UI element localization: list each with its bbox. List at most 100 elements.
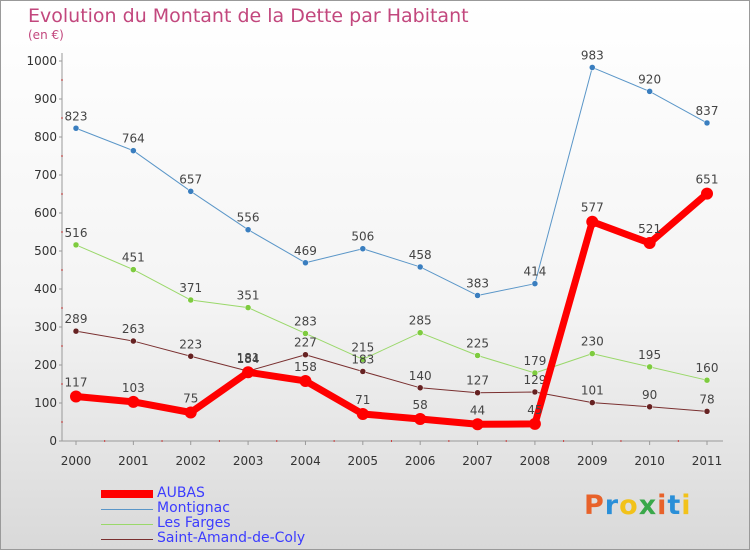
- data-label-aubas: 651: [696, 173, 719, 187]
- data-label-saint-amand-de-coly: 183: [351, 352, 374, 366]
- data-label-saint-amand-de-coly: 101: [581, 384, 604, 398]
- data-label-saint-amand-de-coly: 223: [179, 337, 202, 351]
- x-tick-label: 2006: [405, 454, 436, 468]
- data-label-montignac: 657: [179, 172, 202, 186]
- logo-letter: r: [604, 490, 620, 521]
- data-point-les-farges: [72, 241, 80, 249]
- y-tick-label: 1000: [26, 54, 57, 68]
- data-label-saint-amand-de-coly: 140: [409, 369, 432, 383]
- y-tick-label: 800: [34, 130, 57, 144]
- data-point-aubas: [242, 366, 255, 379]
- legend-swatch-les-farges: [101, 524, 153, 525]
- x-tick-label: 2005: [348, 454, 379, 468]
- data-point-saint-amand-de-coly: [474, 389, 481, 396]
- x-tick-label: 2007: [462, 454, 493, 468]
- data-point-saint-amand-de-coly: [531, 388, 539, 396]
- data-label-les-farges: 451: [122, 251, 145, 265]
- data-point-saint-amand-de-coly: [416, 384, 424, 392]
- data-label-montignac: 458: [409, 248, 432, 262]
- x-tick-label: 2003: [233, 454, 264, 468]
- data-point-les-farges: [589, 350, 596, 357]
- data-label-les-farges: 285: [409, 314, 432, 328]
- data-label-les-farges: 283: [294, 314, 317, 328]
- data-label-les-farges: 516: [65, 226, 88, 240]
- data-label-aubas: 117: [65, 376, 88, 390]
- data-label-les-farges: 371: [179, 281, 202, 295]
- data-label-montignac: 920: [638, 72, 661, 86]
- chart-title: Evolution du Montant de la Dette par Hab…: [28, 5, 469, 27]
- y-tick-label: 500: [34, 244, 57, 258]
- series-line-montignac: [75, 66, 708, 296]
- data-label-montignac: 823: [65, 109, 88, 123]
- data-point-saint-amand-de-coly: [130, 337, 137, 345]
- x-tick-label: 2002: [175, 454, 206, 468]
- data-point-montignac: [359, 245, 367, 252]
- data-label-les-farges: 179: [523, 354, 546, 368]
- unit-label: (en €): [28, 28, 64, 42]
- data-label-aubas: 103: [122, 381, 145, 395]
- data-point-aubas: [701, 187, 713, 200]
- data-label-montignac: 556: [237, 211, 260, 225]
- data-point-les-farges: [474, 352, 481, 359]
- data-point-saint-amand-de-coly: [302, 351, 309, 358]
- data-label-aubas: 577: [581, 201, 604, 215]
- data-point-montignac: [72, 125, 80, 132]
- x-tick-label: 2008: [520, 454, 551, 468]
- y-tick-label: 400: [34, 282, 57, 296]
- data-point-montignac: [302, 259, 309, 267]
- data-label-les-farges: 230: [581, 335, 604, 349]
- logo-letter: i: [681, 490, 692, 521]
- data-point-les-farges: [416, 329, 424, 336]
- data-point-les-farges: [703, 376, 711, 384]
- data-label-saint-amand-de-coly: 227: [294, 336, 317, 350]
- data-point-saint-amand-de-coly: [703, 408, 711, 415]
- data-point-montignac: [130, 147, 137, 154]
- data-label-aubas: 521: [638, 222, 661, 236]
- x-tick-label: 2011: [692, 454, 723, 468]
- data-point-aubas: [643, 237, 656, 250]
- data-point-aubas: [70, 390, 82, 403]
- data-label-montignac: 506: [351, 230, 374, 244]
- data-point-saint-amand-de-coly: [589, 399, 596, 406]
- data-point-saint-amand-de-coly: [72, 327, 80, 335]
- legend-label-aubas: AUBAS: [157, 485, 205, 501]
- logo-letter: i: [657, 490, 668, 521]
- data-label-saint-amand-de-coly: 184: [237, 352, 260, 366]
- data-label-saint-amand-de-coly: 78: [699, 392, 714, 406]
- data-point-les-farges: [359, 356, 367, 363]
- logo-letter: x: [638, 490, 658, 521]
- data-point-aubas: [528, 417, 541, 430]
- data-point-les-farges: [646, 363, 653, 371]
- legend-swatch-aubas: [101, 490, 153, 498]
- data-label-saint-amand-de-coly: 289: [65, 312, 88, 326]
- series-line-aubas: [72, 190, 711, 428]
- data-point-aubas: [356, 408, 369, 421]
- data-label-aubas: 181: [237, 351, 260, 365]
- legend-label-montignac: Montignac: [157, 500, 230, 516]
- x-tick-label: 2001: [118, 454, 149, 468]
- y-tick-label: 700: [34, 168, 57, 182]
- logo-letter: o: [619, 490, 639, 521]
- logo-letter: P: [584, 490, 605, 521]
- data-label-les-farges: 215: [351, 340, 374, 354]
- data-point-saint-amand-de-coly: [187, 353, 194, 360]
- x-tick-label: 2004: [290, 454, 321, 468]
- y-tick-label: 300: [34, 320, 57, 334]
- data-point-aubas: [184, 406, 197, 419]
- x-tick-label: 2000: [61, 454, 92, 468]
- data-point-saint-amand-de-coly: [359, 368, 367, 375]
- data-label-aubas: 45: [527, 403, 542, 417]
- series-line-les-farges: [75, 244, 708, 381]
- data-label-montignac: 383: [466, 276, 489, 290]
- data-point-aubas: [414, 412, 427, 425]
- data-point-les-farges: [244, 304, 252, 311]
- data-label-les-farges: 160: [696, 361, 719, 375]
- series-line-saint-amand-de-coly: [75, 330, 708, 412]
- data-label-les-farges: 225: [466, 337, 489, 351]
- legend-swatch-saint-amand-de-coly: [101, 539, 153, 540]
- y-tick-label: 100: [34, 396, 57, 410]
- data-point-les-farges: [302, 330, 309, 337]
- data-label-montignac: 983: [581, 48, 604, 62]
- data-point-montignac: [531, 280, 539, 287]
